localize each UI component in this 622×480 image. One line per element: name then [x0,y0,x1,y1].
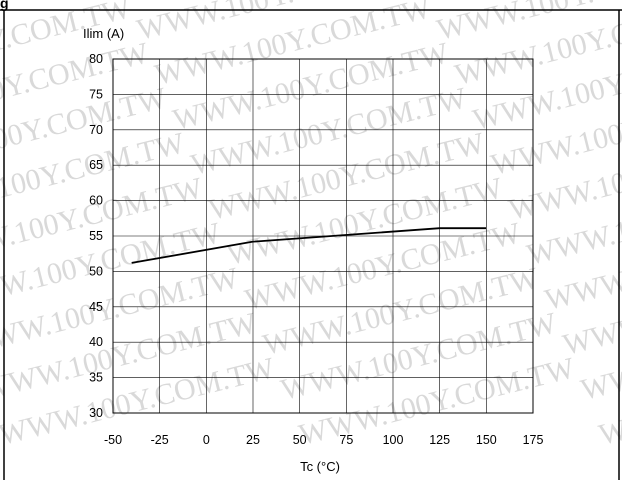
y-tick-label: 55 [89,229,103,243]
plot-area-border [112,58,534,414]
x-axis-label: Tc (°C) [300,459,340,474]
series-layer [131,227,487,264]
series-line [131,227,487,264]
header-fragment: g [0,0,9,11]
y-tick-label: 65 [89,158,103,172]
x-tick-label: 175 [523,433,544,447]
x-tick-label: 25 [246,433,260,447]
y-tick-label: 60 [89,194,103,208]
y-tick-label: 30 [89,406,103,420]
y-tick-label: 75 [89,87,103,101]
y-axis-label: Ilim (A) [83,26,124,41]
x-tick-label: 75 [339,433,353,447]
y-tick-label: 35 [89,371,103,385]
x-tick-label: 125 [429,433,450,447]
y-tick-label: 45 [89,300,103,314]
y-tick-label: 40 [89,335,103,349]
x-tick-label: -25 [151,433,169,447]
tick-labels: -50 -25 0 25 50 75 100 125 150 175 30 35 40 45 50 55 60 6… [89,52,543,447]
y-tick-label: 80 [89,52,103,66]
x-tick-label: 0 [203,433,210,447]
x-tick-label: 150 [476,433,497,447]
x-tick-label: 100 [383,433,404,447]
x-tick-label: 50 [293,433,307,447]
y-tick-label: 50 [89,264,103,278]
x-tick-label: -50 [104,433,122,447]
y-tick-label: 70 [89,123,103,137]
